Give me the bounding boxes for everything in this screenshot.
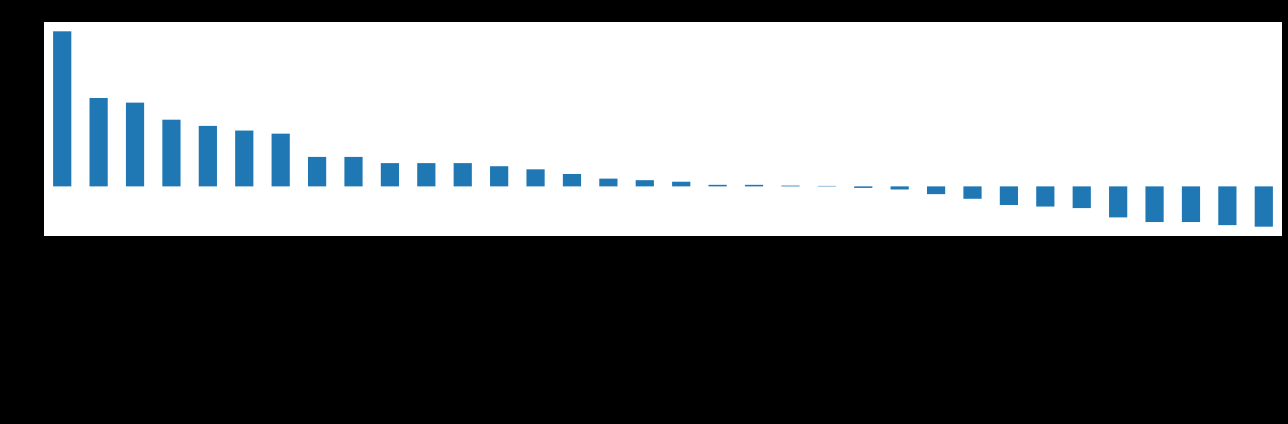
bar: [490, 166, 509, 187]
bar: [562, 173, 582, 187]
bar: [1072, 186, 1091, 209]
bar: [526, 169, 545, 187]
bar: [890, 186, 909, 190]
bar: [89, 97, 108, 187]
bar: [271, 133, 290, 187]
bar: [1181, 186, 1201, 223]
bar: [599, 178, 618, 187]
bar: [781, 185, 800, 187]
bar: [453, 163, 472, 187]
bar: [307, 156, 327, 187]
bar: [235, 130, 254, 187]
bar: [635, 180, 654, 187]
bar: [999, 186, 1019, 205]
plot-area: [44, 22, 1282, 236]
bar: [926, 186, 946, 195]
bar: [672, 181, 691, 187]
bar: [854, 186, 873, 188]
bar: [380, 163, 400, 187]
bar: [1145, 186, 1164, 223]
bar: [1254, 186, 1273, 227]
bar: [1218, 186, 1237, 226]
bar: [744, 184, 764, 187]
bar: [344, 156, 363, 187]
bar: [963, 186, 982, 199]
bar: [162, 119, 181, 187]
bar: [1109, 186, 1128, 218]
bar: [1036, 186, 1055, 207]
bar: [53, 31, 72, 187]
bar: [198, 125, 217, 187]
bar: [708, 184, 727, 187]
bar: [125, 102, 145, 187]
bar: [417, 163, 436, 187]
